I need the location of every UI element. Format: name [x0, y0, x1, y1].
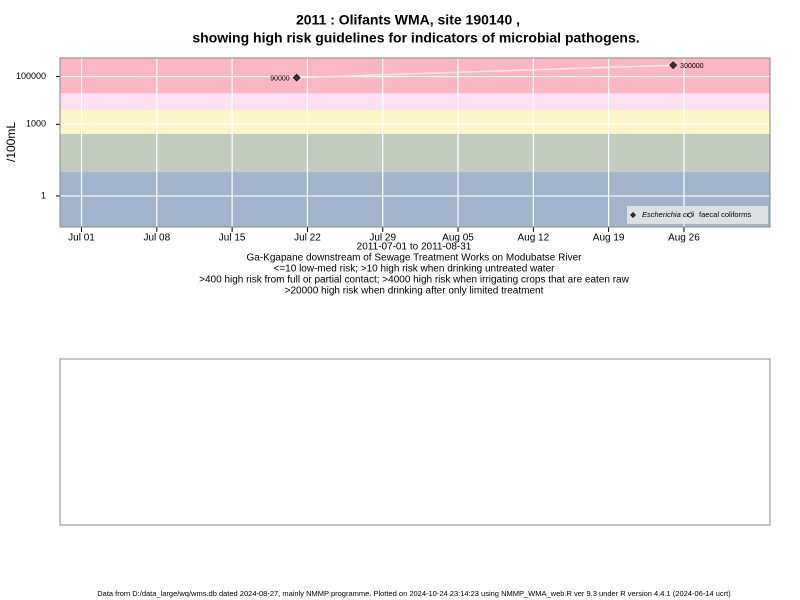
note: Ga-Kgapane downstream of Sewage Treatmen… — [247, 253, 583, 264]
x-tick-label: Jul 08 — [143, 233, 170, 244]
y-tick-label: 1000 — [26, 119, 46, 129]
x-tick-label: Aug 05 — [442, 233, 474, 244]
risk-band — [60, 133, 770, 173]
x-tick-label: Jul 22 — [294, 233, 321, 244]
x-tick-label: Aug 12 — [517, 233, 549, 244]
y-axis-label: /100mL — [4, 122, 18, 162]
risk-band — [60, 109, 770, 134]
data-point — [669, 61, 678, 70]
empty-panel — [59, 358, 771, 526]
x-tick-label: Aug 19 — [593, 233, 625, 244]
legend-marker — [630, 212, 636, 218]
x-tick-label: Jul 15 — [219, 233, 246, 244]
footer: Data from D:/data_large/wq/wms.db dated … — [97, 589, 731, 598]
legend-label: faecal coliforms — [699, 210, 751, 219]
data-label: 90000 — [270, 76, 290, 83]
note: >20000 high risk when drinking after onl… — [285, 286, 544, 297]
data-label: 300000 — [680, 63, 703, 70]
note: <=10 low-med risk; >10 high risk when dr… — [274, 264, 556, 275]
risk-band — [60, 58, 770, 94]
x-tick-label: Jul 01 — [68, 233, 95, 244]
data-point — [292, 73, 301, 82]
series-line — [296, 64, 674, 79]
y-tick-label: 100000 — [16, 71, 46, 81]
legend-box — [627, 206, 768, 224]
plot-frame — [59, 57, 771, 228]
legend-label: Escherichia coli — [642, 210, 694, 219]
x-tick-label: Aug 26 — [668, 233, 700, 244]
note: 2011-07-01 to 2011-08-31 — [357, 242, 472, 253]
risk-band — [60, 93, 770, 110]
y-tick-label: 1 — [41, 190, 46, 200]
chart-title: 2011 : Olifants WMA, site 190140 , — [296, 12, 520, 28]
legend-marker — [687, 212, 693, 218]
x-tick-label: Jul 29 — [369, 233, 396, 244]
chart-title: showing high risk guidelines for indicat… — [192, 30, 639, 46]
note: >400 high risk from full or partial cont… — [199, 275, 629, 286]
